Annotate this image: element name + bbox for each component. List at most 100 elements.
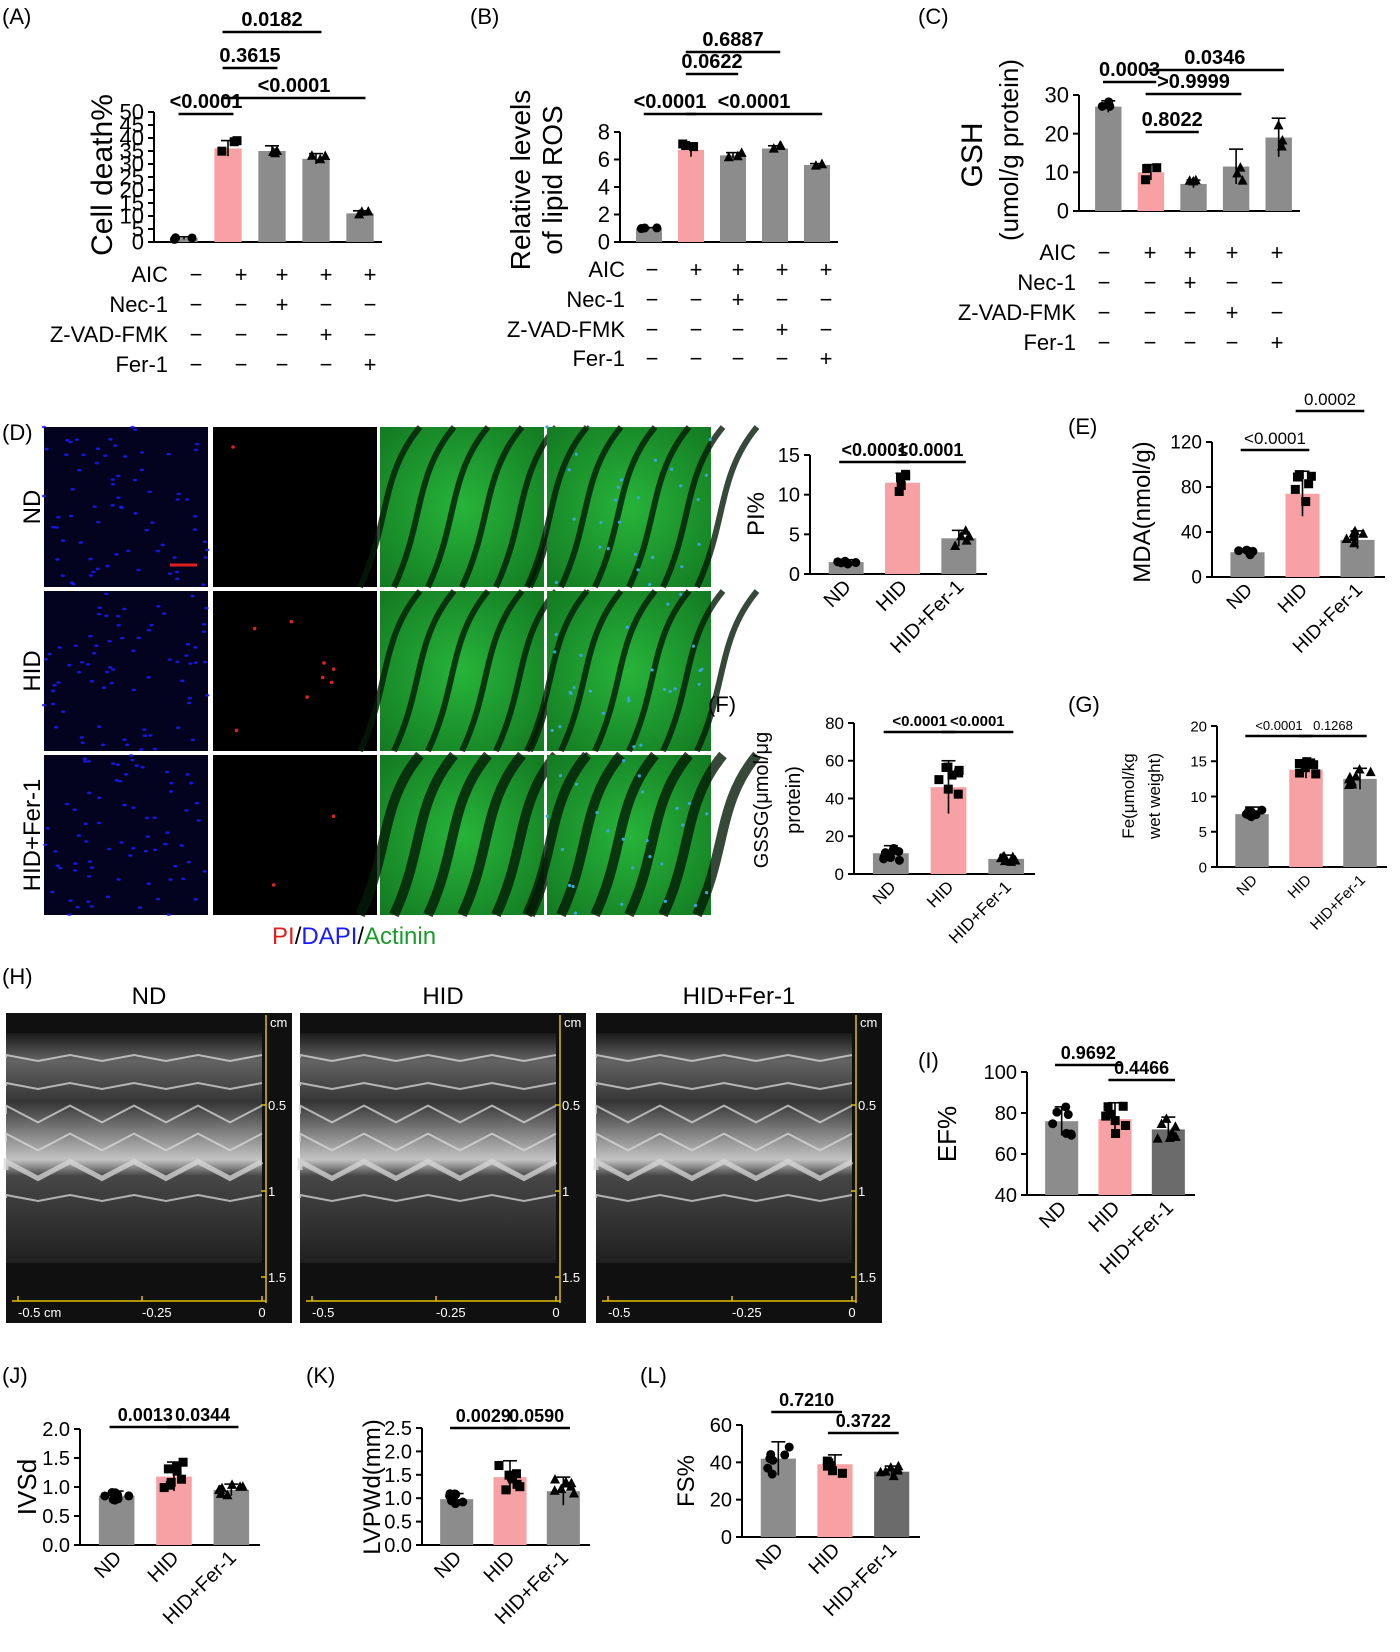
nucleus bbox=[136, 636, 141, 640]
nucleus bbox=[80, 741, 85, 745]
nucleus bbox=[97, 606, 102, 610]
p-value-label: 0.0182 bbox=[241, 9, 302, 31]
data-point bbox=[549, 1485, 560, 1495]
nucleus bbox=[650, 668, 654, 672]
nucleus bbox=[131, 846, 136, 850]
nucleus bbox=[184, 654, 189, 657]
condition-label: Fer-1 bbox=[1023, 330, 1076, 355]
data-point bbox=[1277, 134, 1288, 145]
nucleus bbox=[148, 734, 153, 737]
condition-sign: − bbox=[364, 292, 377, 317]
data-point bbox=[767, 1469, 777, 1479]
nucleus bbox=[187, 696, 193, 700]
data-point bbox=[187, 233, 197, 243]
fiber-gap bbox=[391, 425, 457, 589]
data-point bbox=[636, 224, 646, 234]
y-tick-label: 45 bbox=[120, 113, 144, 138]
condition-sign: − bbox=[276, 352, 289, 377]
dapi-image bbox=[44, 427, 208, 587]
condition-sign: + bbox=[1184, 240, 1197, 265]
nucleus bbox=[68, 514, 74, 518]
fiber-gap bbox=[357, 425, 423, 589]
nucleus bbox=[106, 847, 112, 851]
data-point bbox=[451, 1498, 461, 1508]
row-label: HID+Fer-1 bbox=[19, 779, 46, 892]
p-value-label: <0.0001 bbox=[1244, 429, 1306, 448]
panel-letter: (J) bbox=[2, 1363, 28, 1388]
data-point bbox=[1349, 537, 1360, 548]
nucleus bbox=[50, 702, 56, 706]
nucleus bbox=[86, 900, 91, 903]
y-tick-label: 0 bbox=[1057, 199, 1069, 224]
nucleus bbox=[103, 454, 108, 457]
echo-title: HID bbox=[422, 983, 463, 1010]
nucleus bbox=[558, 725, 562, 729]
nucleus bbox=[201, 583, 206, 586]
condition-table-c: AIC − + + + +Nec-1− − + − −Z-VAD-FMK − − − + −Fer-1− − −… bbox=[958, 240, 1284, 355]
fiber-gap bbox=[425, 425, 491, 589]
bar bbox=[170, 238, 198, 242]
nucleus bbox=[139, 748, 144, 751]
nucleus bbox=[105, 895, 111, 899]
data-point bbox=[894, 847, 904, 857]
nucleus bbox=[663, 899, 668, 903]
fiber-gap bbox=[694, 425, 760, 589]
data-point bbox=[511, 1469, 521, 1479]
echo-tissue bbox=[300, 1033, 556, 1263]
nucleus bbox=[115, 763, 121, 766]
nucleus bbox=[143, 849, 149, 853]
nucleus bbox=[620, 902, 624, 906]
time-tick-label: -0.25 bbox=[142, 1305, 172, 1320]
nucleus bbox=[704, 473, 708, 477]
nucleus bbox=[146, 628, 152, 632]
y-axis-label: Fe(μmol/kg bbox=[1119, 753, 1138, 838]
depth-tick-label: 1 bbox=[562, 1184, 569, 1199]
y-tick-label: 100 bbox=[984, 1062, 1017, 1084]
nucleus bbox=[131, 649, 136, 652]
y-axis-label: Cell death% bbox=[86, 94, 119, 256]
nucleus bbox=[109, 681, 114, 685]
fiber-gap bbox=[658, 751, 727, 918]
nucleus bbox=[662, 687, 667, 691]
y-tick-label: 0 bbox=[721, 1527, 732, 1549]
condition-sign: − bbox=[190, 352, 203, 377]
dapi-image bbox=[44, 755, 208, 915]
y-tick-label: 2.0 bbox=[42, 1419, 70, 1441]
y-axis-label: MDA(nmol/g) bbox=[1129, 441, 1156, 582]
data-point bbox=[315, 153, 326, 164]
nucleus bbox=[119, 841, 124, 844]
nucleus bbox=[72, 869, 78, 872]
data-point bbox=[678, 139, 688, 149]
nucleus bbox=[50, 890, 55, 894]
nucleus bbox=[110, 504, 115, 507]
x-category-label: ND bbox=[869, 877, 900, 908]
nucleus bbox=[155, 897, 161, 901]
data-point bbox=[775, 140, 786, 150]
condition-label: Nec-1 bbox=[109, 292, 168, 317]
nucleus bbox=[128, 754, 134, 757]
condition-sign: − bbox=[776, 346, 789, 371]
echo-wall bbox=[595, 1131, 853, 1152]
echo-wall bbox=[299, 1131, 557, 1152]
condition-sign: − bbox=[646, 257, 659, 282]
y-tick-label: 40 bbox=[120, 126, 144, 151]
p-value-label: <0.0001 bbox=[170, 91, 243, 113]
pi-spot bbox=[231, 445, 235, 449]
data-point bbox=[1365, 766, 1376, 777]
nucleus bbox=[168, 790, 174, 793]
y-tick-label: 0 bbox=[598, 230, 610, 255]
echo-wall bbox=[3, 1157, 264, 1182]
data-point bbox=[1237, 175, 1248, 185]
nucleus bbox=[152, 816, 157, 820]
pi-image bbox=[213, 755, 377, 915]
y-tick-label: 20 bbox=[710, 1490, 732, 1512]
data-point bbox=[736, 147, 747, 157]
condition-sign: + bbox=[1226, 300, 1239, 325]
condition-table-a: AIC − + + + +Nec-1− − + − −Z-VAD-FMK − − − + −Fer-1− − −… bbox=[50, 262, 377, 377]
bar bbox=[1235, 814, 1269, 867]
pi-image bbox=[213, 427, 377, 587]
bar bbox=[302, 158, 330, 242]
